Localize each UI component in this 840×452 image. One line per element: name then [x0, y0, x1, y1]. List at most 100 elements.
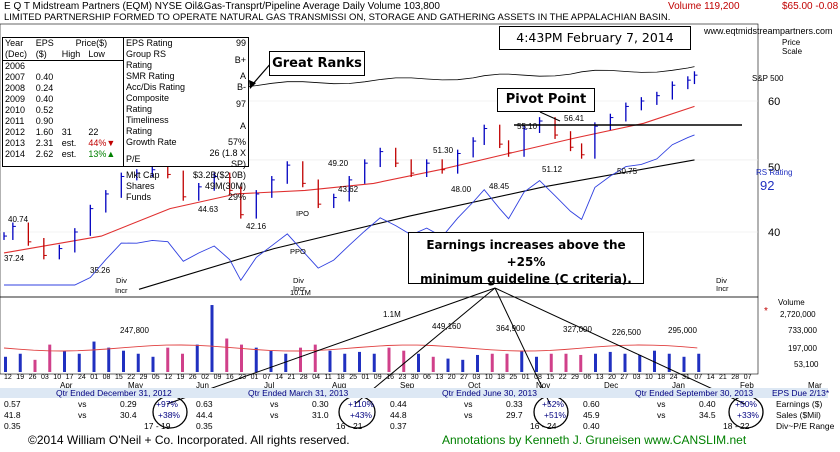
- subheader-dec: (Dec): [5, 49, 27, 59]
- earnings-callout: Earnings increases above the +25% minimu…: [408, 232, 644, 286]
- low-cell: [86, 105, 123, 116]
- day-tick: 21: [287, 374, 296, 381]
- subheader-low: Low: [88, 49, 105, 59]
- header-line2: LIMITED PARTNERSHIP FORMED TO OPERATE NA…: [4, 12, 671, 23]
- rating-value: 97: [235, 98, 246, 109]
- month-label: Aug: [332, 381, 347, 390]
- day-tick: 12: [164, 374, 173, 381]
- q-eps: 0.44: [390, 399, 407, 409]
- day-tick: 29: [571, 374, 579, 381]
- q-sales-pct: +38%: [158, 410, 180, 420]
- eps-due-l2: Sales ($Mil): [776, 410, 821, 420]
- event-label: 10.1M: [290, 288, 311, 297]
- volume-bar: [284, 353, 288, 372]
- q-eps: 0.57: [4, 399, 21, 409]
- eps-cell: 0.24: [35, 83, 54, 93]
- low-cell: [86, 72, 123, 83]
- volume-bar: [505, 353, 509, 372]
- annual-eps-table: Year EPS Price($) (Dec) ($) High Low 200…: [2, 37, 124, 167]
- rating-row: Acc/Dis Rating B-: [124, 82, 248, 93]
- sp500-label: S&P 500: [752, 74, 784, 83]
- great-ranks-callout: Great Ranks: [269, 51, 365, 76]
- day-tick: 06: [583, 374, 592, 381]
- year-cell: 2012: [5, 127, 26, 137]
- rating-row: SMR Rating A: [124, 71, 248, 82]
- q-eps-pct: +52%: [542, 399, 564, 409]
- q-prior-eps: 0.40: [699, 399, 716, 409]
- day-tick: 24: [78, 374, 86, 381]
- volume-bar: [358, 351, 361, 372]
- day-tick: 01: [361, 374, 370, 381]
- rating-label: Acc/Dis Rating: [126, 82, 186, 92]
- volume-bar: [313, 344, 317, 372]
- volume-bar: [18, 353, 22, 372]
- day-tick: 14: [706, 374, 715, 381]
- volume-title: Volume: [778, 298, 805, 307]
- volume-bar: [667, 353, 671, 372]
- subheader-high: High: [61, 49, 81, 59]
- eps-due-title: EPS Due 2/13*: [772, 388, 830, 398]
- annual-row: 2008 0.24: [3, 83, 123, 94]
- q-pe: 0.40: [583, 421, 600, 431]
- quarter-title: Qtr Ended December 31, 2012: [56, 388, 172, 398]
- event-label: Incr: [293, 284, 306, 293]
- current-volume: Volume 119,200: [668, 1, 740, 12]
- current-price: $65.00 -0.08: [782, 1, 839, 12]
- vol-scale-3: 197,000: [788, 344, 817, 353]
- price-label: 40.74: [8, 215, 29, 224]
- day-tick: 10: [645, 374, 653, 381]
- price-label: 50.75: [617, 167, 638, 176]
- high-cell: est.: [61, 149, 77, 159]
- volume-bar: [594, 353, 597, 372]
- vol-scale-2: 733,000: [788, 326, 817, 335]
- volume-bar: [181, 353, 184, 372]
- earnings-callout-line1: Earnings increases above the +25%: [426, 238, 626, 269]
- rs-rating-value: 92: [760, 178, 775, 193]
- day-tick: 28: [299, 374, 308, 381]
- day-tick: 23: [238, 374, 246, 381]
- volume-bar: [387, 347, 391, 372]
- q-prior-eps: 0.30: [312, 399, 329, 409]
- rating-label: Shares: [126, 181, 155, 191]
- volume-peak-label: 449,160: [432, 322, 461, 331]
- earnings-callout-line2: minimum guideline (C criteria).: [420, 272, 632, 286]
- price-label: 48.00: [451, 185, 472, 194]
- q-pe-range: 16 - 21: [336, 421, 363, 431]
- rating-label: SMR Rating: [126, 71, 175, 81]
- day-tick: 01: [521, 374, 530, 381]
- volume-bar: [195, 344, 199, 372]
- day-tick: 03: [472, 374, 481, 381]
- month-label: Jul: [264, 381, 275, 390]
- rating-row: Mkt Cap $3.2B($2.0B): [124, 170, 248, 181]
- q-vs: vs: [270, 399, 279, 409]
- q-pe: 0.35: [4, 421, 21, 431]
- volume-peak-label: 226,500: [612, 328, 641, 337]
- volume-bar: [48, 344, 52, 372]
- q-sales: 44.4: [196, 410, 213, 420]
- price-label: 48.45: [489, 182, 510, 191]
- q-eps: 0.60: [583, 399, 600, 409]
- q-sales-pct: +43%: [350, 410, 372, 420]
- volume-bar: [549, 353, 553, 372]
- year-cell: 2008: [5, 83, 26, 93]
- volume-peak-label: 327,000: [563, 325, 592, 334]
- month-label: Dec: [604, 381, 619, 390]
- day-tick: 26: [188, 374, 197, 381]
- rating-value: 49M(30M): [204, 181, 246, 191]
- copyright-text: ©2014 William O'Neil + Co. Incorporated.…: [28, 433, 350, 447]
- month-label: Oct: [468, 381, 481, 390]
- day-tick: 12: [4, 374, 12, 381]
- month-label: Feb: [740, 381, 754, 390]
- rating-value: $3.2B($2.0B): [192, 170, 246, 180]
- day-tick: 02: [201, 374, 209, 381]
- volume-bar: [92, 341, 96, 372]
- rating-row: Growth Rate 57%: [124, 137, 248, 148]
- day-tick: 07: [694, 374, 703, 381]
- y-tick-60: 60: [768, 96, 781, 108]
- day-tick: 31: [682, 374, 690, 381]
- volume-bar: [653, 350, 656, 372]
- high-cell: [60, 61, 87, 73]
- day-tick: 30: [410, 374, 419, 381]
- year-cell: 2013: [5, 138, 26, 148]
- volume-bar: [328, 350, 332, 372]
